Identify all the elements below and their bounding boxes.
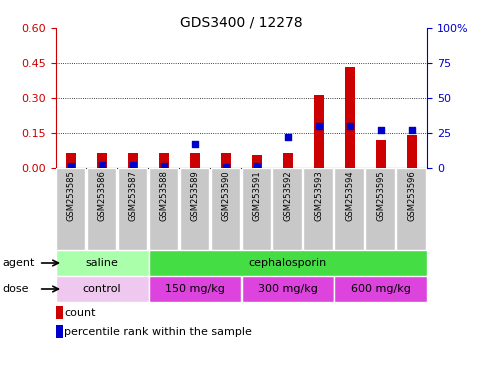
Point	[315, 123, 323, 129]
Bar	[211, 168, 240, 250]
Bar	[56, 306, 63, 319]
Bar	[56, 250, 149, 276]
Bar	[158, 153, 170, 168]
Bar	[252, 155, 262, 168]
Point	[160, 163, 168, 169]
Text: GSM253593: GSM253593	[314, 170, 324, 221]
Text: 300 mg/kg: 300 mg/kg	[258, 284, 318, 294]
Bar	[56, 276, 149, 302]
Point	[346, 123, 354, 129]
Text: GSM253586: GSM253586	[98, 170, 107, 221]
Bar	[376, 140, 386, 168]
Bar	[180, 168, 209, 250]
Bar	[97, 153, 107, 168]
Bar	[303, 168, 333, 250]
Text: agent: agent	[2, 258, 35, 268]
Point	[377, 127, 385, 133]
Text: GDS3400 / 12278: GDS3400 / 12278	[180, 15, 303, 29]
Bar	[313, 94, 325, 168]
Text: GSM253595: GSM253595	[376, 170, 385, 221]
Bar	[242, 276, 334, 302]
Text: 600 mg/kg: 600 mg/kg	[351, 284, 411, 294]
Bar	[56, 168, 85, 250]
Bar	[334, 168, 364, 250]
Text: 150 mg/kg: 150 mg/kg	[165, 284, 225, 294]
Bar	[190, 153, 200, 168]
Text: GSM253588: GSM253588	[159, 170, 169, 221]
Point	[67, 163, 75, 169]
Text: GSM253585: GSM253585	[67, 170, 75, 221]
Point	[284, 134, 292, 140]
Bar	[86, 168, 116, 250]
Bar	[66, 153, 76, 168]
Text: GSM253589: GSM253589	[190, 170, 199, 221]
Bar	[117, 168, 147, 250]
Bar	[149, 276, 242, 302]
Text: percentile rank within the sample: percentile rank within the sample	[64, 328, 252, 338]
Bar	[242, 168, 271, 250]
Text: GSM253596: GSM253596	[408, 170, 416, 221]
Bar	[128, 153, 139, 168]
Point	[253, 163, 261, 169]
Text: GSM253590: GSM253590	[222, 170, 230, 221]
Point	[408, 127, 416, 133]
Text: GSM253594: GSM253594	[345, 170, 355, 221]
Point	[191, 141, 199, 147]
Bar	[397, 168, 426, 250]
Text: cephalosporin: cephalosporin	[249, 258, 327, 268]
Bar	[221, 153, 231, 168]
Point	[98, 162, 106, 168]
Bar	[272, 168, 302, 250]
Text: dose: dose	[2, 284, 29, 294]
Bar	[366, 168, 395, 250]
Bar	[56, 325, 63, 338]
Point	[129, 162, 137, 168]
Bar	[344, 66, 355, 168]
Text: GSM253587: GSM253587	[128, 170, 138, 221]
Bar	[149, 168, 178, 250]
Point	[222, 164, 230, 170]
Text: GSM253591: GSM253591	[253, 170, 261, 221]
Bar	[334, 276, 427, 302]
Bar	[149, 250, 427, 276]
Text: saline: saline	[85, 258, 118, 268]
Text: control: control	[83, 284, 121, 294]
Bar	[283, 153, 293, 168]
Text: GSM253592: GSM253592	[284, 170, 293, 221]
Bar	[407, 135, 417, 168]
Text: count: count	[64, 308, 96, 318]
